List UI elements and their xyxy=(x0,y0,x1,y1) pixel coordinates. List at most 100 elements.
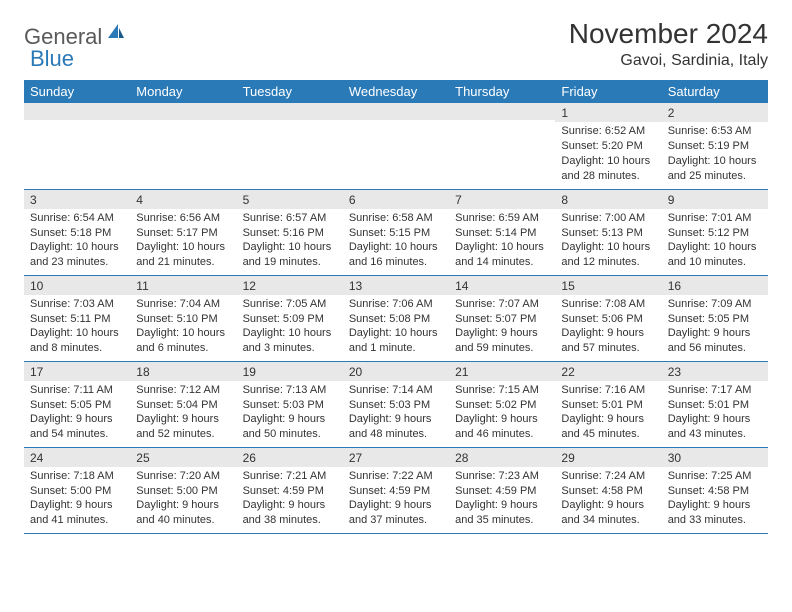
sunset-line: Sunset: 5:03 PM xyxy=(349,398,443,413)
day-number: 11 xyxy=(130,276,236,295)
day-content: Sunrise: 7:13 AMSunset: 5:03 PMDaylight:… xyxy=(237,381,343,446)
day-number xyxy=(24,103,130,120)
daylight-line: Daylight: 9 hours and 52 minutes. xyxy=(136,412,230,442)
calendar-table: Sunday Monday Tuesday Wednesday Thursday… xyxy=(24,80,768,534)
calendar-body: 1Sunrise: 6:52 AMSunset: 5:20 PMDaylight… xyxy=(24,103,768,533)
daylight-line: Daylight: 10 hours and 16 minutes. xyxy=(349,240,443,270)
sunrise-line: Sunrise: 7:20 AM xyxy=(136,469,230,484)
logo-blue-wrap: Blue xyxy=(30,46,74,72)
day-content: Sunrise: 7:24 AMSunset: 4:58 PMDaylight:… xyxy=(555,467,661,532)
day-cell: 16Sunrise: 7:09 AMSunset: 5:05 PMDayligh… xyxy=(662,275,768,361)
sunrise-line: Sunrise: 7:17 AM xyxy=(668,383,762,398)
day-cell: 27Sunrise: 7:22 AMSunset: 4:59 PMDayligh… xyxy=(343,447,449,533)
day-content: Sunrise: 7:21 AMSunset: 4:59 PMDaylight:… xyxy=(237,467,343,532)
daylight-line: Daylight: 10 hours and 3 minutes. xyxy=(243,326,337,356)
sunrise-line: Sunrise: 7:24 AM xyxy=(561,469,655,484)
sunrise-line: Sunrise: 7:12 AM xyxy=(136,383,230,398)
day-number: 1 xyxy=(555,103,661,122)
sunrise-line: Sunrise: 6:58 AM xyxy=(349,211,443,226)
day-cell: 2Sunrise: 6:53 AMSunset: 5:19 PMDaylight… xyxy=(662,103,768,189)
day-number xyxy=(343,103,449,120)
sunset-line: Sunset: 5:18 PM xyxy=(30,226,124,241)
day-number: 24 xyxy=(24,448,130,467)
month-title: November 2024 xyxy=(569,18,768,50)
day-number: 29 xyxy=(555,448,661,467)
day-number: 26 xyxy=(237,448,343,467)
sunrise-line: Sunrise: 7:01 AM xyxy=(668,211,762,226)
day-cell xyxy=(130,103,236,189)
sunrise-line: Sunrise: 7:03 AM xyxy=(30,297,124,312)
daylight-line: Daylight: 9 hours and 59 minutes. xyxy=(455,326,549,356)
day-content: Sunrise: 7:07 AMSunset: 5:07 PMDaylight:… xyxy=(449,295,555,360)
day-number xyxy=(449,103,555,120)
daylight-line: Daylight: 9 hours and 38 minutes. xyxy=(243,498,337,528)
day-content: Sunrise: 6:59 AMSunset: 5:14 PMDaylight:… xyxy=(449,209,555,274)
sunset-line: Sunset: 5:06 PM xyxy=(561,312,655,327)
day-cell: 23Sunrise: 7:17 AMSunset: 5:01 PMDayligh… xyxy=(662,361,768,447)
day-content: Sunrise: 7:18 AMSunset: 5:00 PMDaylight:… xyxy=(24,467,130,532)
sunset-line: Sunset: 4:59 PM xyxy=(455,484,549,499)
sunrise-line: Sunrise: 7:05 AM xyxy=(243,297,337,312)
sunrise-line: Sunrise: 7:14 AM xyxy=(349,383,443,398)
day-cell: 30Sunrise: 7:25 AMSunset: 4:58 PMDayligh… xyxy=(662,447,768,533)
sunset-line: Sunset: 5:08 PM xyxy=(349,312,443,327)
sunrise-line: Sunrise: 6:54 AM xyxy=(30,211,124,226)
sunset-line: Sunset: 5:16 PM xyxy=(243,226,337,241)
day-content: Sunrise: 7:09 AMSunset: 5:05 PMDaylight:… xyxy=(662,295,768,360)
day-cell: 6 Sunrise: 6:58 AMSunset: 5:15 PMDaylight… xyxy=(343,189,449,275)
daylight-line: Daylight: 9 hours and 35 minutes. xyxy=(455,498,549,528)
day-cell: 26Sunrise: 7:21 AMSunset: 4:59 PMDayligh… xyxy=(237,447,343,533)
day-cell: 22Sunrise: 7:16 AMSunset: 5:01 PMDayligh… xyxy=(555,361,661,447)
week-row: 24Sunrise: 7:18 AMSunset: 5:00 PMDayligh… xyxy=(24,447,768,533)
day-content: Sunrise: 6:54 AMSunset: 5:18 PMDaylight:… xyxy=(24,209,130,274)
day-cell: 8Sunrise: 7:00 AMSunset: 5:13 PMDaylight… xyxy=(555,189,661,275)
sunrise-line: Sunrise: 7:16 AM xyxy=(561,383,655,398)
daylight-line: Daylight: 9 hours and 54 minutes. xyxy=(30,412,124,442)
day-content: Sunrise: 6:57 AMSunset: 5:16 PMDaylight:… xyxy=(237,209,343,274)
daylight-line: Daylight: 10 hours and 14 minutes. xyxy=(455,240,549,270)
daylight-line: Daylight: 9 hours and 33 minutes. xyxy=(668,498,762,528)
daylight-line: Daylight: 10 hours and 21 minutes. xyxy=(136,240,230,270)
daylight-line: Daylight: 10 hours and 6 minutes. xyxy=(136,326,230,356)
day-number: 5 xyxy=(237,190,343,209)
sunset-line: Sunset: 5:14 PM xyxy=(455,226,549,241)
sunrise-line: Sunrise: 7:07 AM xyxy=(455,297,549,312)
sunset-line: Sunset: 5:03 PM xyxy=(243,398,337,413)
day-content: Sunrise: 7:06 AMSunset: 5:08 PMDaylight:… xyxy=(343,295,449,360)
day-number: 17 xyxy=(24,362,130,381)
sunrise-line: Sunrise: 7:18 AM xyxy=(30,469,124,484)
day-content: Sunrise: 7:05 AMSunset: 5:09 PMDaylight:… xyxy=(237,295,343,360)
day-cell: 25Sunrise: 7:20 AMSunset: 5:00 PMDayligh… xyxy=(130,447,236,533)
day-content: Sunrise: 7:04 AMSunset: 5:10 PMDaylight:… xyxy=(130,295,236,360)
day-number: 21 xyxy=(449,362,555,381)
week-row: 17Sunrise: 7:11 AMSunset: 5:05 PMDayligh… xyxy=(24,361,768,447)
day-cell: 3Sunrise: 6:54 AMSunset: 5:18 PMDaylight… xyxy=(24,189,130,275)
sunrise-line: Sunrise: 7:08 AM xyxy=(561,297,655,312)
sunrise-line: Sunrise: 7:06 AM xyxy=(349,297,443,312)
daylight-line: Daylight: 9 hours and 37 minutes. xyxy=(349,498,443,528)
sunrise-line: Sunrise: 7:04 AM xyxy=(136,297,230,312)
daylight-line: Daylight: 9 hours and 45 minutes. xyxy=(561,412,655,442)
day-cell: 11Sunrise: 7:04 AMSunset: 5:10 PMDayligh… xyxy=(130,275,236,361)
day-content: Sunrise: 6:52 AMSunset: 5:20 PMDaylight:… xyxy=(555,122,661,187)
daylight-line: Daylight: 10 hours and 25 minutes. xyxy=(668,154,762,184)
day-cell: 17Sunrise: 7:11 AMSunset: 5:05 PMDayligh… xyxy=(24,361,130,447)
day-number xyxy=(237,103,343,120)
day-number: 27 xyxy=(343,448,449,467)
day-cell: 20Sunrise: 7:14 AMSunset: 5:03 PMDayligh… xyxy=(343,361,449,447)
day-cell: 12Sunrise: 7:05 AMSunset: 5:09 PMDayligh… xyxy=(237,275,343,361)
sunrise-line: Sunrise: 6:52 AM xyxy=(561,124,655,139)
sunset-line: Sunset: 5:15 PM xyxy=(349,226,443,241)
daylight-line: Daylight: 9 hours and 57 minutes. xyxy=(561,326,655,356)
day-number: 6 xyxy=(343,190,449,209)
day-cell: 10Sunrise: 7:03 AMSunset: 5:11 PMDayligh… xyxy=(24,275,130,361)
day-cell: 1Sunrise: 6:52 AMSunset: 5:20 PMDaylight… xyxy=(555,103,661,189)
daylight-line: Daylight: 9 hours and 43 minutes. xyxy=(668,412,762,442)
day-cell: 13Sunrise: 7:06 AMSunset: 5:08 PMDayligh… xyxy=(343,275,449,361)
sunrise-line: Sunrise: 6:56 AM xyxy=(136,211,230,226)
daylight-line: Daylight: 10 hours and 23 minutes. xyxy=(30,240,124,270)
sunrise-line: Sunrise: 7:21 AM xyxy=(243,469,337,484)
day-cell: 21Sunrise: 7:15 AMSunset: 5:02 PMDayligh… xyxy=(449,361,555,447)
day-content: Sunrise: 6:56 AMSunset: 5:17 PMDaylight:… xyxy=(130,209,236,274)
day-content: Sunrise: 7:00 AMSunset: 5:13 PMDaylight:… xyxy=(555,209,661,274)
